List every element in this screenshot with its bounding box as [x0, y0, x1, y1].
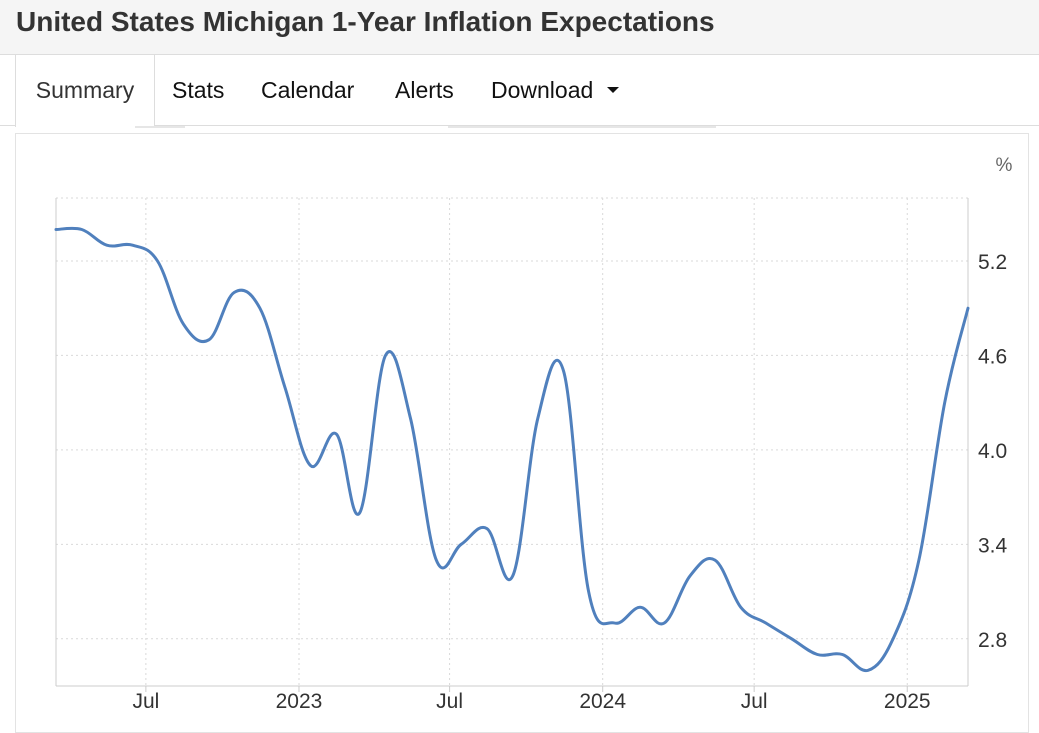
- data-point: [917, 558, 921, 562]
- data-point: [131, 243, 135, 247]
- data-point: [612, 621, 616, 625]
- data-point: [866, 668, 870, 672]
- y-tick-label: 4.0: [978, 440, 1007, 463]
- data-point: [511, 574, 515, 578]
- y-tick-label: 3.4: [978, 534, 1008, 557]
- tab-bar: Summary Stats Calendar Alerts Download: [0, 55, 1039, 127]
- data-point: [80, 228, 84, 232]
- data-point: [156, 259, 160, 263]
- data-point: [309, 464, 313, 468]
- data-point: [358, 511, 362, 515]
- chart-panel: [15, 133, 1029, 733]
- data-point: [258, 306, 262, 310]
- x-tick-label: Jul: [132, 690, 159, 713]
- x-tick-label: 2023: [276, 690, 323, 713]
- tab-download[interactable]: Download: [491, 55, 620, 126]
- data-point: [232, 291, 236, 295]
- data-point: [764, 621, 768, 625]
- data-point: [840, 653, 844, 657]
- data-point: [815, 653, 819, 657]
- search-field-edge: [448, 126, 716, 128]
- data-point: [587, 590, 591, 594]
- x-tick-label: 2025: [884, 690, 931, 713]
- tab-alerts[interactable]: Alerts: [395, 77, 454, 103]
- x-axis-ticks: Jul 2023 Jul 2024 Jul 2025: [132, 686, 931, 713]
- data-point: [966, 306, 970, 310]
- data-point: [181, 322, 185, 326]
- x-tick-label: 2024: [579, 690, 626, 713]
- x-tick-label: Jul: [436, 690, 463, 713]
- x-tick-label: Jul: [741, 690, 768, 713]
- data-point: [943, 401, 947, 405]
- line-chart: % 2.8 3.4 4.0 4.6 5.2 Jul 2023 Jul 2024 Jul 2025: [54, 155, 1013, 713]
- tab-underline-stub: [135, 126, 185, 128]
- data-point: [562, 369, 566, 373]
- data-point: [409, 416, 413, 420]
- data-point: [334, 432, 338, 436]
- y-tick-label: 4.6: [978, 345, 1007, 368]
- data-point: [739, 605, 743, 609]
- grid: [56, 197, 968, 686]
- tab-calendar[interactable]: Calendar: [261, 77, 355, 103]
- data-point: [207, 338, 211, 342]
- chevron-down-icon: [607, 87, 620, 94]
- data-point: [283, 385, 287, 389]
- data-point: [536, 416, 540, 420]
- data-point: [662, 621, 666, 625]
- data-point: [434, 558, 438, 562]
- data-point: [713, 558, 717, 562]
- series-line: [54, 226, 970, 673]
- tab-stats[interactable]: Stats: [172, 77, 225, 103]
- tab-download-label: Download: [491, 77, 594, 103]
- y-tick-label: 5.2: [978, 251, 1007, 274]
- data-point: [891, 637, 895, 641]
- data-point: [790, 637, 794, 641]
- data-point: [688, 574, 692, 578]
- tab-summary[interactable]: Summary: [15, 55, 155, 127]
- data-point: [638, 605, 642, 609]
- y-tick-label: 2.8: [978, 629, 1007, 652]
- data-point: [485, 527, 489, 531]
- y-axis-ticks: 2.8 3.4 4.0 4.6 5.2: [978, 251, 1008, 652]
- data-point: [384, 353, 388, 357]
- page-title: United States Michigan 1-Year Inflation …: [16, 6, 715, 37]
- data-point: [459, 542, 463, 546]
- data-point: [54, 228, 58, 232]
- data-point: [105, 243, 109, 247]
- y-axis-unit-label: %: [996, 155, 1013, 176]
- title-bar: United States Michigan 1-Year Inflation …: [0, 0, 1039, 55]
